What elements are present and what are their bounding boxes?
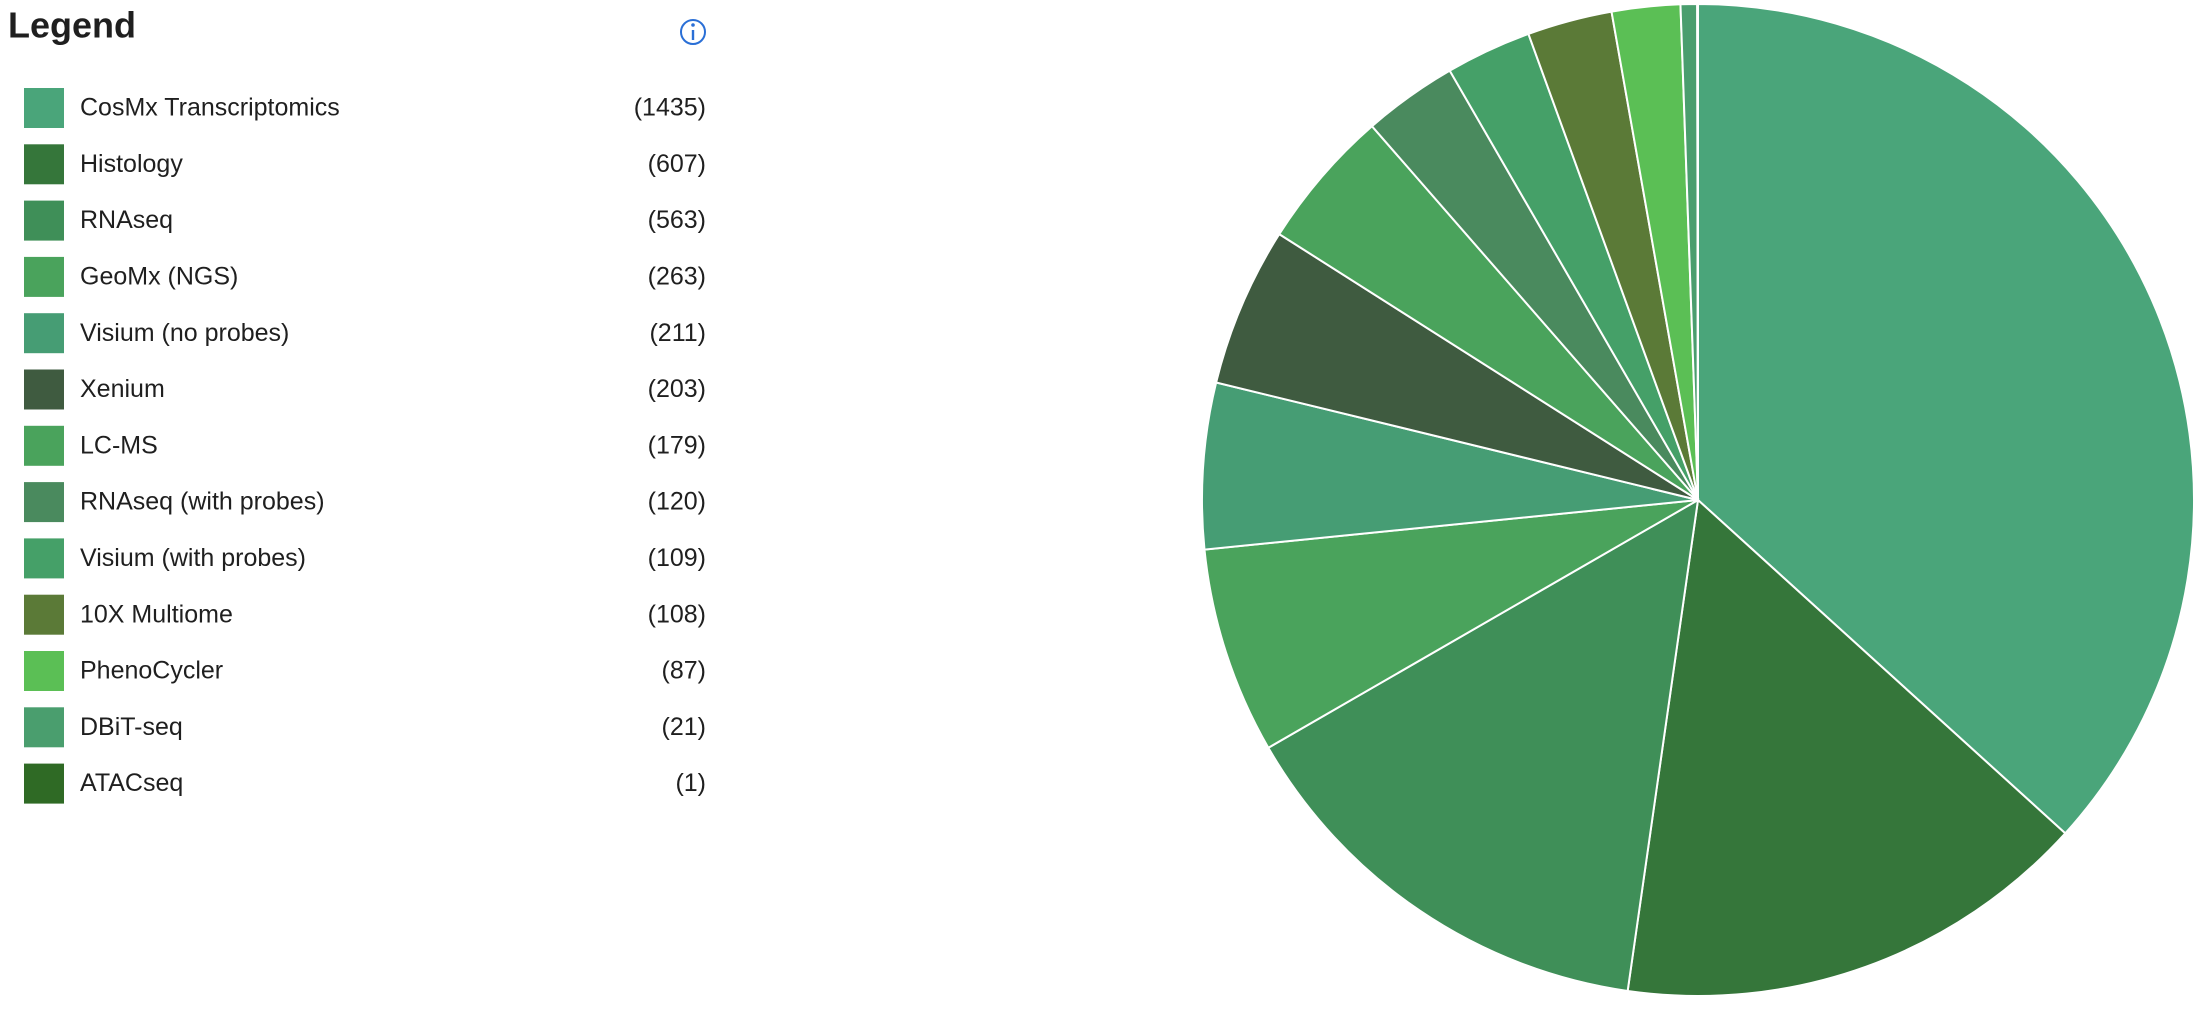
legend-label: CosMx Transcriptomics — [80, 94, 340, 122]
legend-swatch — [24, 707, 64, 748]
legend-count: (1435) — [634, 94, 706, 122]
legend-label: RNAseq (with probes) — [80, 488, 325, 516]
pie-slice — [1697, 2, 2195, 835]
legend-count: (607) — [648, 150, 706, 178]
legend-label: ATACseq — [80, 769, 183, 797]
pie-slice — [1266, 498, 1700, 993]
info-icon-circle — [680, 19, 706, 45]
legend-label: Xenium — [80, 375, 165, 403]
pie-slice — [1626, 497, 2067, 997]
legend-swatch — [24, 369, 64, 410]
legend-label: GeoMx (NGS) — [80, 263, 238, 291]
legend-swatch — [24, 200, 64, 241]
legend-swatch — [24, 651, 64, 691]
legend-swatch — [24, 313, 64, 354]
legend-count: (1) — [675, 769, 706, 797]
legend-swatch — [24, 763, 64, 804]
legend-count: (203) — [648, 375, 706, 403]
legend-count: (108) — [648, 600, 706, 628]
legend-label: Histology — [80, 150, 183, 178]
legend-count: (120) — [648, 488, 706, 516]
legend-swatch — [24, 88, 64, 128]
legend-count: (563) — [648, 206, 706, 234]
pie-slice — [1203, 499, 1699, 750]
pie-slice — [1200, 381, 1699, 551]
legend-label: DBiT-seq — [80, 713, 183, 741]
legend-label: Visium (no probes) — [80, 319, 289, 347]
legend-swatch — [24, 425, 64, 466]
legend-count: (263) — [648, 263, 706, 291]
legend-count: (179) — [648, 431, 706, 459]
legend-count: (211) — [649, 319, 706, 347]
legend-count: (21) — [662, 713, 706, 741]
info-icon-dot — [691, 23, 695, 27]
legend-label: Visium (with probes) — [80, 544, 306, 572]
info-icon[interactable] — [680, 19, 706, 45]
legend-swatch — [24, 538, 64, 579]
legend-swatch — [24, 482, 64, 523]
legend-swatch — [24, 594, 64, 635]
legend-count: (87) — [662, 657, 706, 685]
legend-label: LC-MS — [80, 431, 158, 459]
legend-label: 10X Multiome — [80, 600, 233, 628]
legend-label: PhenoCycler — [80, 657, 223, 685]
legend-label: RNAseq — [80, 206, 173, 234]
legend-count: (109) — [648, 544, 706, 572]
legend-swatch — [24, 144, 64, 185]
legend-title: Legend — [8, 5, 136, 46]
pie-slice — [1214, 232, 1699, 501]
pie-slice — [1696, 2, 1699, 501]
legend-swatch — [24, 256, 64, 297]
